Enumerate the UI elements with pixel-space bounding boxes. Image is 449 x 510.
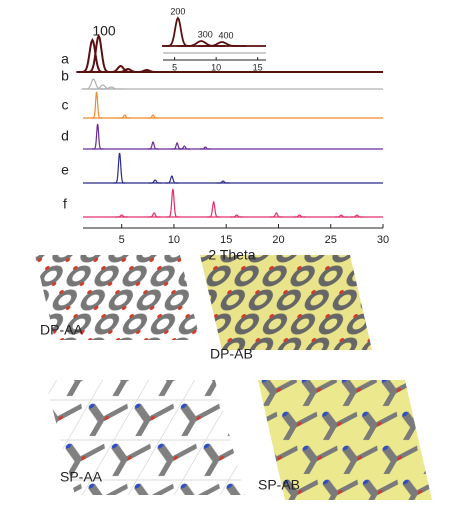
peak	[207, 200, 221, 218]
inset-peak-label: 400	[218, 30, 233, 40]
peak-label: 100	[92, 23, 116, 39]
x-tick-label: 30	[377, 234, 389, 246]
peak	[92, 123, 104, 150]
x-axis-label: 2 Theta	[208, 247, 255, 263]
trace-label: a	[61, 51, 69, 67]
x-tick-label: 15	[220, 234, 232, 246]
peak	[148, 179, 162, 184]
inset-frame	[160, 8, 270, 66]
peak	[90, 84, 115, 90]
inset-peak-label: 300	[198, 29, 213, 39]
structure-label: DP-AA	[40, 322, 83, 338]
trace-label: e	[61, 162, 69, 178]
peak	[334, 214, 348, 218]
peak	[350, 214, 364, 218]
structure-label: DP-AB	[210, 346, 253, 362]
inset-peak-label: 200	[170, 6, 185, 16]
trace-label: c	[62, 97, 69, 113]
peak	[230, 214, 244, 218]
structure-label: SP-AA	[60, 469, 103, 485]
inset-tick-label: 15	[253, 62, 263, 72]
peak	[171, 142, 183, 150]
peak	[147, 212, 161, 218]
inset-tick-label: 10	[211, 62, 221, 72]
x-tick-label: 10	[168, 234, 180, 246]
trace-label: b	[61, 68, 69, 84]
peak	[113, 152, 126, 184]
trace-label: f	[63, 196, 67, 212]
peak	[216, 180, 230, 184]
structure-dp-ab	[200, 255, 372, 350]
peak	[81, 78, 106, 90]
peak	[130, 68, 163, 73]
structure-dp-aa	[35, 255, 200, 340]
peak	[76, 37, 109, 73]
inset-peak	[197, 41, 246, 47]
peak	[165, 175, 179, 184]
inset-tick-label: 5	[172, 62, 177, 72]
peak	[90, 91, 103, 119]
structure-label: SP-AB	[258, 477, 300, 493]
peak	[178, 145, 190, 150]
peak	[199, 146, 211, 150]
trace-label: d	[61, 128, 69, 144]
inset-peak	[177, 40, 226, 47]
structure-sp-ab	[258, 380, 432, 500]
x-tick-label: 25	[325, 234, 337, 246]
peak	[147, 141, 159, 150]
peak	[115, 214, 129, 218]
peak	[292, 214, 306, 218]
peak	[99, 86, 124, 90]
x-tick-label: 5	[119, 234, 125, 246]
peak	[269, 212, 283, 218]
peak	[119, 114, 131, 119]
x-tick-label: 20	[272, 234, 284, 246]
structure-sp-aa	[45, 380, 245, 495]
peak	[147, 114, 159, 119]
peak	[166, 188, 180, 218]
